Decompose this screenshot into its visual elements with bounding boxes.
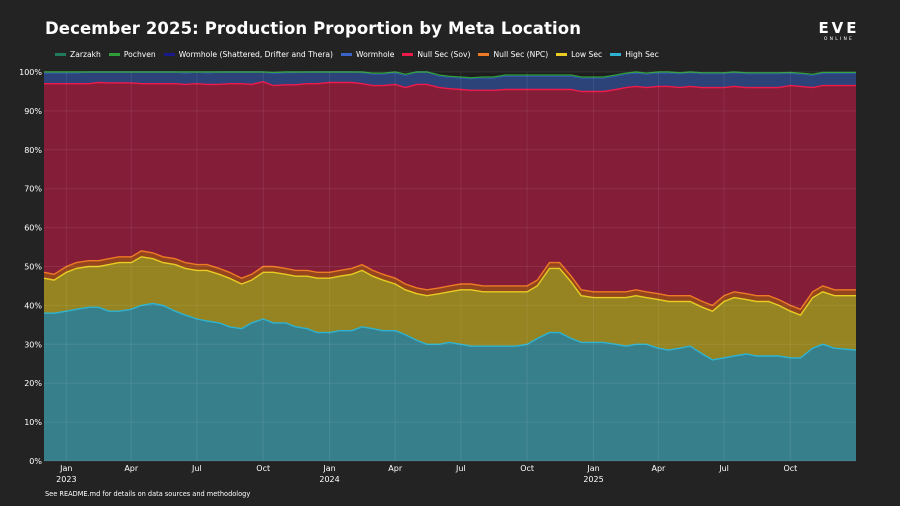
x-tick-label: Oct [520,464,534,473]
area-null-sec-sov [44,81,856,310]
legend-label: Wormhole [356,49,395,59]
x-tick-label: Jan [586,464,599,473]
legend-label: Wormhole (Shattered, Drifter and Thera) [178,49,334,59]
legend-item-low-sec: Low Sec [556,50,602,59]
y-tick-label: 20% [24,379,42,388]
y-tick-label: 40% [24,301,42,310]
y-tick-label: 100% [19,68,42,77]
y-tick-label: 60% [24,224,42,233]
legend-label: High Sec [625,49,659,59]
legend-item-high-sec: High Sec [610,50,659,59]
y-tick-label: 30% [24,340,42,349]
y-tick-label: 10% [24,418,42,427]
x-tick-label: Oct [256,464,270,473]
x-tick-label: Jul [718,464,729,473]
line-high-sec [44,302,857,361]
legend-item-wormhole: Wormhole [341,50,394,59]
x-tick-label: Jan [322,464,335,473]
x-tick-label: Jul [455,464,466,473]
area-high-sec [44,303,856,461]
x-tick-label: Jan [59,464,72,473]
x-tick-label: Apr [388,464,403,473]
y-axis: 0% 10% 20% 30% 40% 50% 60% 70% 80% 90% 100% [19,68,42,466]
legend-swatch [478,52,490,56]
legend-swatch [610,52,622,56]
legend-swatch [556,52,568,56]
series-line-group [43,71,857,361]
legend-item-zarzakh: Zarzakh [55,50,101,59]
y-tick-label: 50% [24,263,42,272]
legend-label: Low Sec [571,49,603,59]
gridlines [44,71,856,462]
x-tick-label: Jul [191,464,202,473]
x-tick-label: Apr [651,464,666,473]
y-tick-label: 0% [29,457,42,466]
legend-label: Null Sec (Sov) [417,49,471,59]
line-low-sec [43,256,856,316]
x-year-label: 2023 [56,475,76,484]
y-tick-label: 70% [24,185,42,194]
line-null-sec-npc [43,250,856,311]
legend-label: Pochven [123,49,156,59]
footnote: See README.md for details on data source… [45,490,251,498]
eve-online-logo: EVE ONLINE [813,21,865,45]
x-year-label: 2024 [319,475,339,484]
logo-subtitle: ONLINE [823,37,855,42]
logo-wordmark: EVE [818,19,860,37]
y-tick-label: 80% [24,146,42,155]
legend-item-wormhole-shattered-drifter-and-thera: Wormhole (Shattered, Drifter and Thera) [163,49,334,59]
legend-swatch [55,52,66,56]
legend-label: Zarzakh [70,49,101,59]
chart-legend: Zarzakh Pochven Wormhole (Shattered, Drift… [55,48,667,60]
x-tick-label: Apr [124,464,139,473]
y-tick-label: 90% [24,107,42,116]
legend-item-pochven: Pochven [108,49,156,59]
chart-title: December 2025: Production Proportion by … [45,19,582,38]
legend-label: Null Sec (NPC) [493,49,549,59]
x-tick-label: Oct [783,464,797,473]
legend-swatch [402,52,414,56]
legend-item-null-sec-sov: Null Sec (Sov) [402,50,470,59]
line-pochven [44,71,856,79]
legend-item-null-sec-npc: Null Sec (NPC) [478,50,548,59]
legend-swatch [163,52,175,56]
x-year-label: 2025 [583,475,603,484]
legend-swatch [108,52,120,56]
line-null-sec-sov [44,80,856,93]
legend-swatch [341,52,353,56]
x-axis: Jan 2023 Apr Jul Oct Jan 2024 Apr Jul Oct Jan 2025 A… [56,464,797,484]
